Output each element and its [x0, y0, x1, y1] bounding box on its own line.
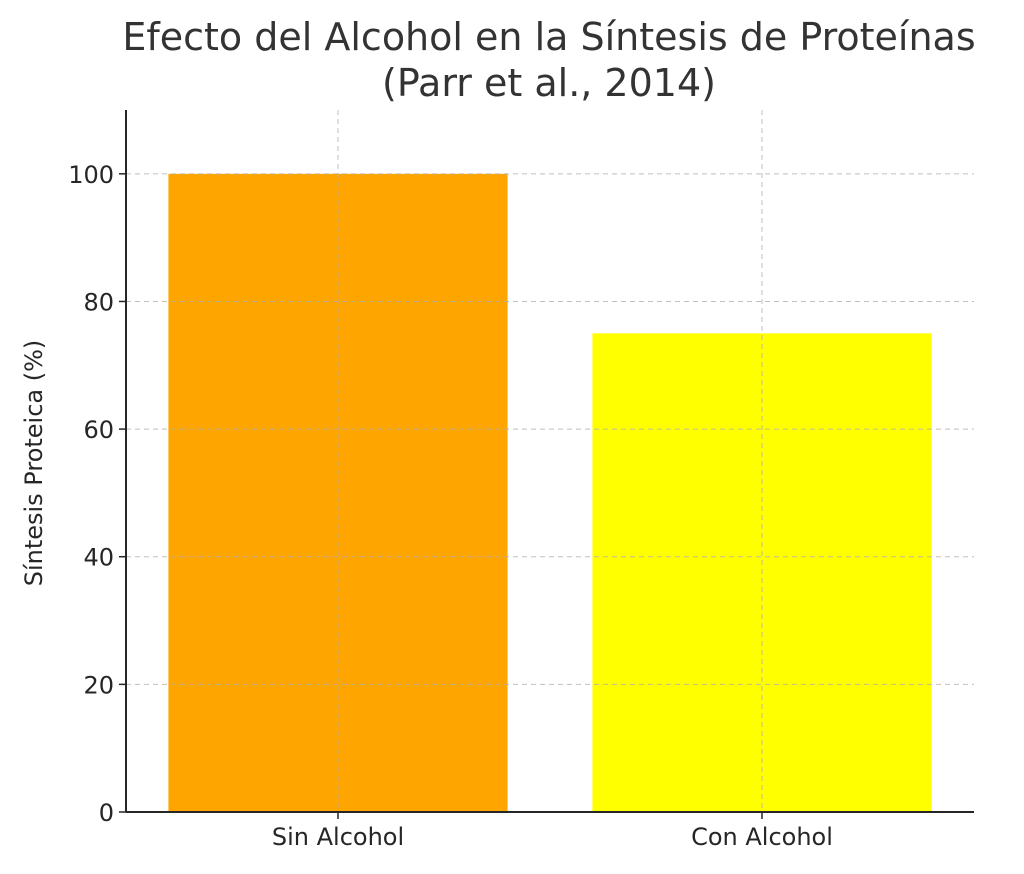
x-tick-label: Con Alcohol [691, 823, 833, 851]
y-tick-label: 100 [68, 161, 114, 189]
x-axis-ticks: Sin Alcohol Con Alcohol [272, 812, 833, 851]
x-tick-label: Sin Alcohol [272, 823, 404, 851]
y-tick-label: 40 [83, 544, 114, 572]
y-tick-label: 20 [83, 671, 114, 699]
grid-lines [126, 110, 974, 812]
y-tick-label: 0 [99, 799, 114, 827]
y-tick-label: 80 [83, 288, 114, 316]
bars [168, 173, 932, 812]
y-axis-ticks: 0 20 40 60 80 100 [68, 161, 126, 827]
chart-title-line-2: (Parr et al., 2014) [382, 61, 716, 105]
y-axis-label: Síntesis Proteica (%) [20, 340, 48, 587]
chart-title-line-1: Efecto del Alcohol en la Síntesis de Pro… [122, 15, 975, 59]
axes [125, 110, 974, 813]
y-tick-label: 60 [83, 416, 114, 444]
